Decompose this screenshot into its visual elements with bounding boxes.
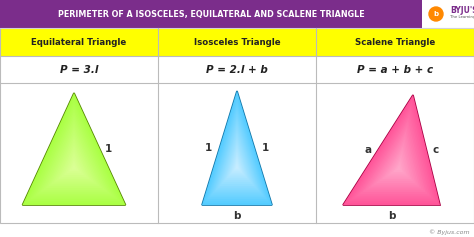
Text: a: a: [365, 145, 372, 155]
Polygon shape: [36, 112, 113, 196]
Polygon shape: [221, 133, 253, 184]
Polygon shape: [64, 153, 84, 175]
Polygon shape: [69, 160, 79, 171]
Polygon shape: [66, 156, 82, 173]
Polygon shape: [72, 164, 77, 169]
Text: Equilateral Triangle: Equilateral Triangle: [31, 37, 127, 46]
Polygon shape: [235, 163, 239, 169]
Polygon shape: [227, 144, 247, 178]
Polygon shape: [46, 127, 102, 188]
Bar: [158, 56, 316, 83]
Polygon shape: [38, 115, 110, 194]
Polygon shape: [232, 156, 242, 173]
Text: b: b: [433, 11, 438, 17]
Polygon shape: [396, 165, 401, 170]
Bar: [316, 28, 474, 56]
Polygon shape: [390, 157, 405, 174]
Bar: [316, 56, 474, 83]
Text: The Learning App: The Learning App: [450, 15, 474, 19]
Text: 1: 1: [205, 143, 212, 153]
Bar: [0, 0, 422, 28]
Text: Isosceles Triangle: Isosceles Triangle: [194, 37, 280, 46]
Text: P = 2.l + b: P = 2.l + b: [206, 64, 268, 74]
Polygon shape: [393, 161, 403, 172]
Polygon shape: [385, 150, 409, 178]
Text: b: b: [388, 211, 395, 221]
Text: P = a + b + c: P = a + b + c: [357, 64, 433, 74]
Polygon shape: [40, 119, 108, 192]
Text: PERIMETER OF A ISOSCELES, EQUILATERAL AND SCALENE TRIANGLE: PERIMETER OF A ISOSCELES, EQUILATERAL AN…: [58, 9, 365, 18]
Polygon shape: [376, 139, 415, 183]
Text: © Byjus.com: © Byjus.com: [429, 229, 470, 235]
Text: b: b: [233, 211, 241, 221]
Polygon shape: [357, 113, 429, 196]
Polygon shape: [204, 95, 270, 203]
Polygon shape: [202, 91, 272, 205]
Polygon shape: [234, 160, 240, 171]
Polygon shape: [343, 95, 440, 205]
Polygon shape: [207, 102, 267, 199]
Polygon shape: [59, 145, 90, 179]
Polygon shape: [351, 106, 434, 200]
Polygon shape: [360, 117, 428, 194]
Polygon shape: [346, 99, 438, 203]
Circle shape: [429, 7, 443, 21]
Polygon shape: [219, 129, 255, 186]
Polygon shape: [225, 140, 249, 180]
Bar: [0, 28, 158, 56]
Polygon shape: [25, 97, 123, 203]
Polygon shape: [363, 121, 426, 192]
Polygon shape: [365, 124, 423, 190]
Polygon shape: [43, 123, 105, 190]
Polygon shape: [354, 110, 432, 198]
Polygon shape: [343, 95, 440, 205]
Polygon shape: [211, 110, 263, 196]
Polygon shape: [216, 121, 258, 190]
Polygon shape: [382, 146, 411, 179]
Polygon shape: [388, 154, 407, 176]
Text: c: c: [432, 145, 439, 155]
Polygon shape: [27, 100, 120, 201]
Polygon shape: [374, 135, 417, 185]
Polygon shape: [228, 148, 246, 177]
Bar: [0, 28, 474, 223]
Polygon shape: [51, 134, 97, 184]
Polygon shape: [206, 99, 268, 201]
Polygon shape: [379, 143, 413, 181]
Bar: [158, 28, 316, 56]
Polygon shape: [223, 137, 251, 182]
Polygon shape: [48, 130, 100, 186]
Bar: [158, 83, 316, 223]
Polygon shape: [209, 106, 265, 197]
Polygon shape: [61, 149, 87, 177]
Polygon shape: [371, 132, 419, 187]
Polygon shape: [214, 118, 260, 192]
Text: 1: 1: [262, 143, 269, 153]
Polygon shape: [202, 91, 272, 205]
Polygon shape: [212, 114, 262, 194]
Bar: [422, 0, 474, 28]
Polygon shape: [30, 104, 118, 199]
Text: Scalene Triangle: Scalene Triangle: [355, 37, 435, 46]
Polygon shape: [22, 93, 126, 205]
Polygon shape: [54, 138, 95, 182]
Bar: [0, 56, 158, 83]
Polygon shape: [368, 128, 421, 188]
Polygon shape: [230, 152, 244, 175]
Text: BYJU'S: BYJU'S: [450, 5, 474, 14]
Polygon shape: [33, 108, 115, 197]
Polygon shape: [348, 102, 436, 201]
Bar: [316, 83, 474, 223]
Bar: [0, 83, 158, 223]
Text: P = 3.l: P = 3.l: [60, 64, 98, 74]
Polygon shape: [218, 125, 256, 188]
Polygon shape: [56, 141, 92, 181]
Polygon shape: [22, 93, 126, 205]
Text: 1: 1: [105, 144, 112, 154]
